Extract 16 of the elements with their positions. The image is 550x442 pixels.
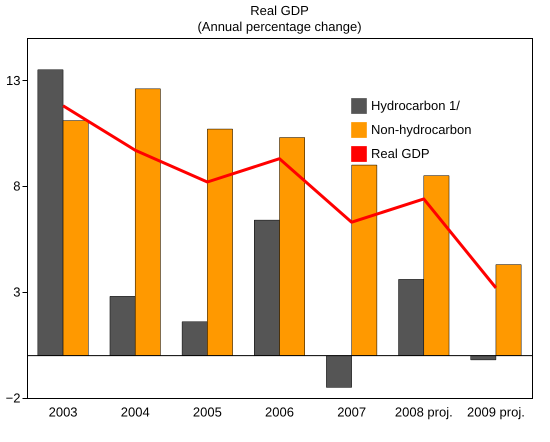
y-tick-label: −2 <box>6 390 20 406</box>
legend-label: Real GDP <box>371 146 430 161</box>
x-tick-label: 2004 <box>120 404 150 420</box>
chart-title: Real GDP <box>250 3 309 18</box>
legend-label: Hydrocarbon 1/ <box>371 98 460 113</box>
y-tick-label: 13 <box>6 72 20 88</box>
y-tick-label: 8 <box>13 178 20 194</box>
x-tick-label: 2007 <box>337 404 366 420</box>
x-tick-label: 2006 <box>265 404 294 420</box>
y-tick-label: 3 <box>13 284 20 300</box>
legend-label: Non-hydrocarbon <box>371 122 472 137</box>
x-tick-label: 2008 proj. <box>394 404 453 420</box>
x-tick-label: 2009 proj. <box>467 404 525 420</box>
x-tick-label: 2003 <box>48 404 78 420</box>
x-tick-label: 2005 <box>192 404 222 420</box>
chart-subtitle: (Annual percentage change) <box>197 19 362 34</box>
